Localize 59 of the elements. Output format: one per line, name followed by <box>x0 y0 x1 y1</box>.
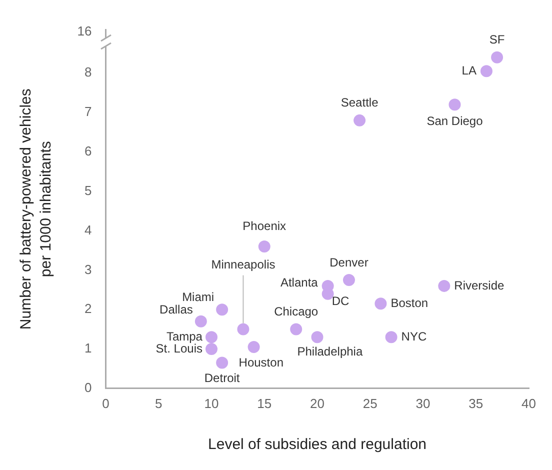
annotation: Minneapolis <box>211 258 276 272</box>
x-tick-label: 10 <box>204 396 219 411</box>
annotation: Detroit <box>204 371 240 386</box>
y-tick-label: 1 <box>84 340 92 356</box>
annotation: Philadelphia <box>297 344 363 358</box>
point <box>290 323 302 336</box>
x-tick-label: 30 <box>416 396 430 411</box>
point <box>354 114 366 126</box>
annotation: Dallas <box>160 302 193 317</box>
annotation: LA <box>462 63 476 78</box>
annotation: Miami <box>182 290 214 304</box>
annotation: San Diego <box>426 114 484 128</box>
y-tick-label: 5 <box>84 182 92 198</box>
annotation: Boston <box>390 296 428 310</box>
x-tick-label: 5 <box>154 396 162 411</box>
x-axis-title: Level of subsidies and regulation <box>208 436 426 454</box>
point <box>311 331 324 344</box>
annotation: Chicago <box>274 304 318 319</box>
y-axis-title: Number of battery-powered vehicles per 1000 inhabitants <box>17 88 55 330</box>
point <box>237 323 250 336</box>
point <box>342 274 355 286</box>
y-tick-label: 0 <box>84 380 92 395</box>
y-tick-label: 6 <box>84 144 92 159</box>
point <box>194 315 207 328</box>
point <box>205 342 218 355</box>
annotation: SF <box>489 32 505 47</box>
point <box>448 98 461 111</box>
point <box>205 331 218 344</box>
annotation: NYC <box>401 329 427 344</box>
point <box>216 356 228 369</box>
annotation: Denver <box>330 255 368 270</box>
annotation: Seattle <box>340 96 379 110</box>
annotation: St. Louis <box>156 341 202 356</box>
x-tick-label: 35 <box>468 396 484 411</box>
point <box>385 331 398 344</box>
point <box>258 240 270 253</box>
point <box>491 51 504 64</box>
point <box>438 280 450 292</box>
annotation: Phoenix <box>242 218 286 233</box>
annotation: Atlanta <box>280 275 318 290</box>
point <box>216 304 228 316</box>
point <box>248 341 260 354</box>
y-tick-label: 3 <box>84 262 92 277</box>
y-tick-label: 7 <box>84 104 92 120</box>
x-tick-label: 15 <box>257 396 272 411</box>
y-tick-label: 4 <box>84 222 92 238</box>
annotation: Tampa <box>166 329 203 344</box>
annotation: Houston <box>238 355 284 370</box>
x-tick-label: 40 <box>522 396 536 411</box>
x-tick-label: 25 <box>362 396 378 411</box>
point <box>480 65 492 78</box>
x-tick-label: 20 <box>310 396 324 411</box>
x-tick-label: 0 <box>102 396 110 411</box>
y-tick-label: 8 <box>84 64 92 80</box>
y-tick-label: 2 <box>84 301 92 316</box>
annotation: Riverside <box>454 278 505 292</box>
point <box>374 298 387 310</box>
text: 16 <box>77 23 92 38</box>
annotation: DC <box>332 294 350 308</box>
